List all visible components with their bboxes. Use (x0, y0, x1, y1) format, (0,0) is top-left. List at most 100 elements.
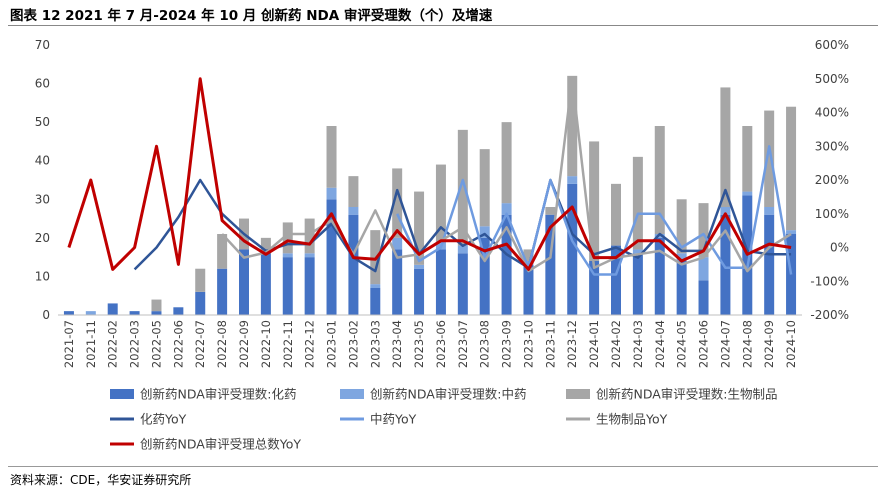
legend: 创新药NDA审评受理数:化药 创新药NDA审评受理数:中药 创新药NDA审评受理数:… (110, 387, 778, 452)
x-tick-label: 2022-03 (128, 320, 142, 368)
bar-segment (195, 291, 206, 315)
bar-segment (501, 214, 512, 315)
x-tick-label: 2021-07 (62, 320, 76, 368)
bar-segment (107, 303, 118, 315)
x-tick-label: 2022-05 (149, 320, 163, 368)
bar-segment (282, 257, 293, 315)
legend-label: 创新药NDA审评受理数:生物制品 (596, 387, 778, 402)
bar-segment (698, 203, 709, 258)
bar-segment (435, 249, 446, 315)
bar-segment (326, 199, 337, 315)
right-axis-tick-label: 200% (815, 173, 849, 187)
bar-segment (457, 245, 468, 254)
left-axis-tick-label: 10 (35, 269, 50, 283)
bar-segment (282, 222, 293, 254)
legend-swatch (110, 389, 134, 399)
bar-segment (392, 249, 403, 315)
x-tick-label: 2024-05 (675, 320, 689, 368)
x-tick-label: 2023-04 (390, 320, 404, 368)
legend-label: 创新药NDA审评受理数:中药 (370, 387, 527, 402)
bar-segment (523, 264, 534, 315)
bar-segment (457, 129, 468, 246)
bar-segment (786, 230, 797, 234)
bar-segment (698, 257, 709, 281)
x-tick-label: 2023-08 (478, 320, 492, 368)
bar-segment (304, 218, 315, 254)
x-axis-tick-labels: 2021-07 2021-11 2022-02 2022-03 2022-05 2022-… (62, 320, 798, 368)
x-tick-label: 2022-10 (259, 320, 273, 368)
bar-segment (435, 164, 446, 242)
series-line (396, 145, 793, 276)
x-tick-label: 2023-03 (368, 320, 382, 368)
right-axis-tick-label: -200% (810, 308, 849, 322)
series-line (221, 77, 792, 273)
bar-segment (479, 149, 490, 227)
x-tick-label: 2024-03 (631, 320, 645, 368)
bar-segment (523, 249, 534, 261)
bar-segment (304, 253, 315, 258)
bar-segment (304, 257, 315, 315)
series-line (133, 178, 792, 273)
x-tick-label: 2024-02 (609, 320, 623, 368)
right-axis-tick-label: -100% (810, 274, 849, 288)
x-tick-label: 2022-11 (281, 320, 295, 368)
bar-segment (632, 253, 643, 315)
bar-segment (414, 264, 425, 269)
bar-segment (479, 237, 490, 315)
bar-segment (545, 207, 556, 215)
legend-label: 生物制品YoY (596, 412, 668, 427)
bar-segment (611, 245, 621, 315)
bar-segment (457, 253, 468, 315)
bar-segment (348, 176, 359, 207)
bar-segment (742, 191, 753, 196)
bar-segment (545, 214, 556, 315)
legend-label: 中药YoY (370, 412, 417, 427)
x-tick-label: 2022-07 (193, 320, 207, 368)
bar-segment (195, 268, 206, 292)
bar-segment (676, 261, 687, 315)
right-axis-tick-label: 400% (815, 106, 849, 120)
figure-title: 图表 12 2021 年 7 月-2024 年 10 月 创新药 NDA 审评受… (10, 8, 493, 24)
bar-segment (501, 122, 512, 204)
x-tick-label: 2022-02 (106, 320, 120, 368)
bar-segment (151, 299, 162, 312)
bar-segment (326, 187, 337, 200)
left-axis-ticks: 0 10 20 30 40 50 60 70 (35, 38, 50, 322)
x-tick-label: 2024-01 (587, 320, 601, 368)
x-tick-label: 2023-01 (325, 320, 339, 368)
legend-label: 化药YoY (140, 412, 187, 427)
right-axis-tick-label: 500% (815, 72, 849, 86)
bar-segment (151, 311, 162, 315)
bar-segment (654, 237, 665, 315)
bar-segment (611, 183, 621, 246)
x-tick-label: 2023-10 (521, 320, 535, 368)
x-tick-label: 2023-06 (434, 320, 448, 368)
bar-segment (370, 284, 381, 288)
source-note: 资料来源：CDE，华安证券研究所 (10, 473, 192, 487)
bar-segment (764, 207, 775, 215)
bar-segment (479, 226, 490, 238)
bar-segment (63, 311, 74, 315)
right-axis-tick-label: 0% (830, 241, 849, 255)
x-tick-label: 2023-05 (412, 320, 426, 368)
bar-segment (720, 207, 731, 215)
left-axis-tick-label: 30 (35, 192, 50, 206)
bar-segment (501, 203, 512, 215)
left-axis-tick-label: 40 (35, 154, 50, 168)
left-axis-tick-label: 0 (42, 308, 50, 322)
x-tick-label: 2024-09 (762, 320, 776, 368)
bar-segment (260, 253, 271, 315)
x-tick-label: 2024-04 (653, 320, 667, 368)
bar-segment (392, 237, 403, 250)
bar-segment (654, 234, 665, 238)
legend-swatch (566, 389, 590, 399)
source-divider (8, 466, 878, 467)
line-series (67, 77, 793, 276)
bar-segment (786, 106, 797, 231)
bar-segment (632, 249, 643, 254)
right-axis-tick-label: 600% (815, 38, 849, 52)
bar-segment (370, 288, 381, 315)
x-tick-label: 2022-12 (303, 320, 317, 368)
bar-segment (676, 199, 687, 254)
